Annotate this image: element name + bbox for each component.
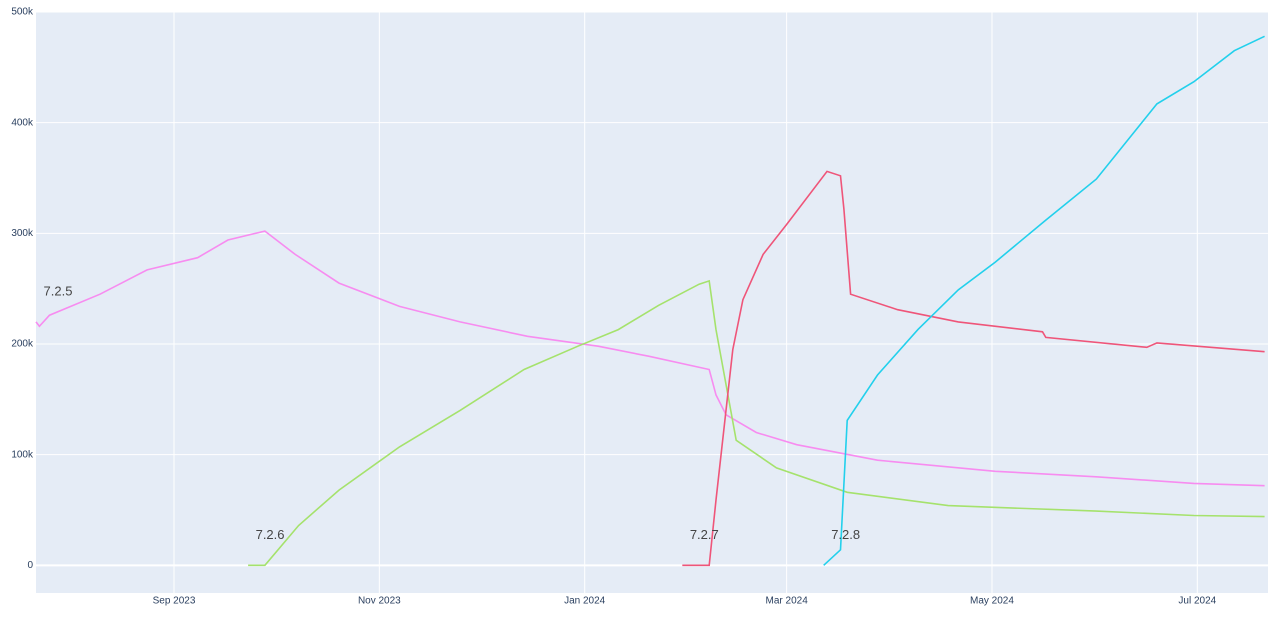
series-label: 7.2.6 xyxy=(256,527,285,542)
series-line xyxy=(682,170,1265,567)
x-tick-label: Mar 2024 xyxy=(766,596,809,607)
series-label: 7.2.5 xyxy=(44,283,73,298)
series-line xyxy=(823,35,1265,566)
x-tick-label: Nov 2023 xyxy=(358,596,401,607)
x-tick-label: May 2024 xyxy=(970,596,1014,607)
y-tick-label: 300k xyxy=(11,228,34,239)
x-tick-label: Sep 2023 xyxy=(153,596,196,607)
series-line xyxy=(248,279,1265,567)
y-tick-label: 0 xyxy=(27,560,33,571)
series-label: 7.2.7 xyxy=(690,527,719,542)
y-tick-label: 400k xyxy=(11,117,34,128)
x-tick-label: Jul 2024 xyxy=(1178,596,1216,607)
y-tick-label: 500k xyxy=(11,7,34,18)
y-tick-label: 200k xyxy=(11,339,34,350)
plot-area xyxy=(36,12,1268,593)
series-line xyxy=(35,230,1265,487)
x-tick-label: Jan 2024 xyxy=(564,596,606,607)
series-label: 7.2.8 xyxy=(831,527,860,542)
y-tick-label: 100k xyxy=(11,449,34,460)
